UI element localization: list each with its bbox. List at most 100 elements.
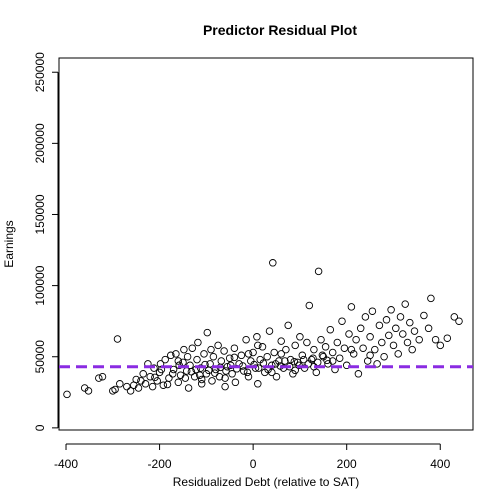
x-axis: -400 -200 0 200 400 xyxy=(54,444,451,471)
data-point xyxy=(299,352,306,359)
data-point xyxy=(421,312,428,319)
data-point xyxy=(311,346,318,353)
data-point xyxy=(393,325,400,332)
y-axis-label: Earnings xyxy=(2,220,16,267)
data-point xyxy=(226,355,233,362)
data-point xyxy=(112,386,119,393)
data-point xyxy=(184,353,191,360)
data-point xyxy=(223,368,230,375)
data-point xyxy=(221,348,228,355)
data-point xyxy=(278,351,285,358)
data-point xyxy=(456,318,463,325)
data-point xyxy=(194,356,201,363)
data-point xyxy=(201,351,208,358)
y-tick-label: 150000 xyxy=(33,194,47,234)
data-point xyxy=(210,353,217,360)
data-point xyxy=(245,373,252,380)
data-point xyxy=(292,342,299,349)
data-point xyxy=(169,371,176,378)
data-point xyxy=(409,346,416,353)
data-point xyxy=(346,331,353,338)
data-point xyxy=(437,342,444,349)
data-point xyxy=(395,351,402,358)
data-point xyxy=(407,319,414,326)
data-point xyxy=(177,372,184,379)
data-point xyxy=(250,349,257,356)
y-tick-label: 0 xyxy=(33,424,47,431)
data-point xyxy=(266,328,273,335)
data-point xyxy=(386,332,393,339)
data-points xyxy=(64,260,463,398)
data-point xyxy=(133,376,140,383)
data-point xyxy=(243,336,250,343)
data-point xyxy=(362,314,369,321)
data-point xyxy=(306,302,313,309)
data-point xyxy=(327,326,334,333)
data-point xyxy=(336,355,343,362)
data-point xyxy=(428,295,435,302)
data-point xyxy=(254,381,261,388)
data-point xyxy=(304,339,311,346)
y-tick-label: 50000 xyxy=(33,340,47,374)
data-point xyxy=(397,314,404,321)
data-point xyxy=(329,349,336,356)
data-point xyxy=(425,325,432,332)
data-point xyxy=(315,268,322,275)
data-point xyxy=(99,373,106,380)
x-tick-label: 200 xyxy=(337,457,357,471)
data-point xyxy=(369,308,376,315)
data-point xyxy=(149,383,156,390)
y-axis: 0 50000 100000 150000 200000 250000 xyxy=(33,52,58,431)
data-point xyxy=(264,353,271,360)
data-point xyxy=(164,381,171,388)
x-tick-label: -400 xyxy=(54,457,78,471)
data-point xyxy=(297,334,304,341)
data-point xyxy=(232,379,239,386)
x-tick-label: -200 xyxy=(148,457,172,471)
data-point xyxy=(432,336,439,343)
data-point xyxy=(166,375,173,382)
data-point xyxy=(360,345,367,352)
data-point xyxy=(204,329,211,336)
data-point xyxy=(379,339,386,346)
data-point xyxy=(367,334,374,341)
data-point xyxy=(114,336,121,343)
data-point xyxy=(254,334,261,341)
data-point xyxy=(400,331,407,338)
data-point xyxy=(175,358,182,365)
data-point xyxy=(376,322,383,329)
data-point xyxy=(175,379,182,386)
data-point xyxy=(185,385,192,392)
data-point xyxy=(259,344,266,351)
data-point xyxy=(383,317,390,324)
data-point xyxy=(339,318,346,325)
data-point xyxy=(355,371,362,378)
data-point xyxy=(334,339,341,346)
data-point xyxy=(314,359,321,366)
data-point xyxy=(198,376,205,383)
data-point xyxy=(271,349,278,356)
y-tick-label: 250000 xyxy=(33,52,47,92)
data-point xyxy=(285,322,292,329)
x-tick-label: 400 xyxy=(430,457,450,471)
x-tick-label: 0 xyxy=(250,457,257,471)
data-point xyxy=(388,307,395,314)
data-point xyxy=(238,352,245,359)
plot-frame xyxy=(59,58,473,430)
data-point xyxy=(381,353,388,360)
x-axis-label: Residualized Debt (relative to SAT) xyxy=(173,475,360,489)
data-point xyxy=(96,375,103,382)
data-point xyxy=(357,325,364,332)
data-point xyxy=(390,342,397,349)
data-point xyxy=(64,391,71,398)
data-point xyxy=(117,381,124,388)
data-point xyxy=(308,356,315,363)
data-point xyxy=(182,375,189,382)
data-point xyxy=(341,345,348,352)
data-point xyxy=(244,369,251,376)
y-tick-label: 100000 xyxy=(33,265,47,305)
data-point xyxy=(416,336,423,343)
data-point xyxy=(245,351,252,358)
data-point xyxy=(322,344,329,351)
